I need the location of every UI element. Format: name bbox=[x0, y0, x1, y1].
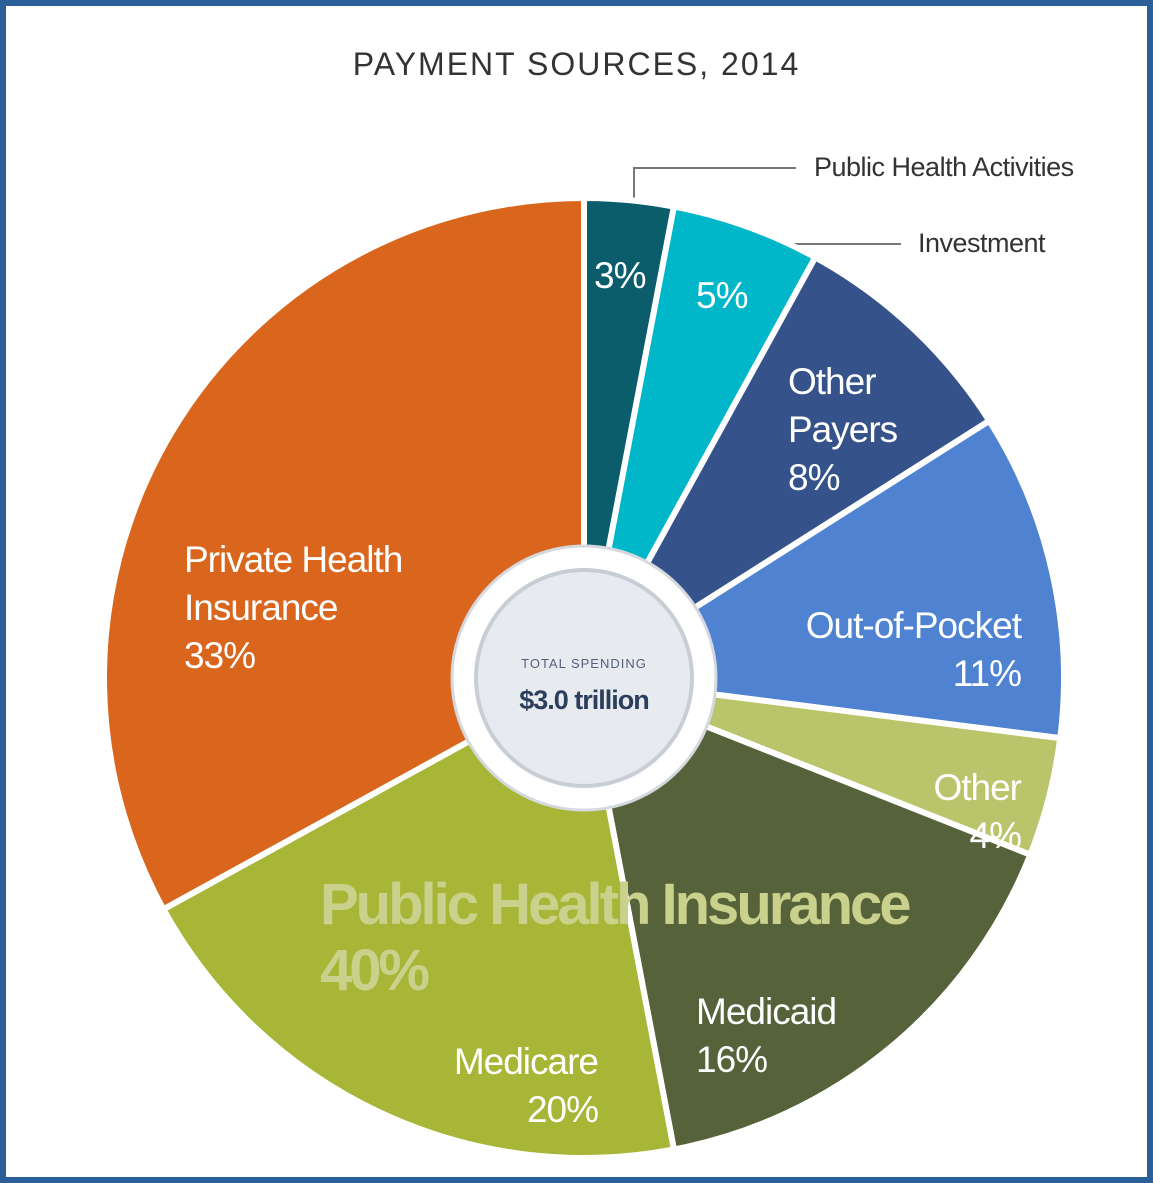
pie-slice bbox=[581, 253, 994, 681]
slice-value: 16% bbox=[696, 1039, 768, 1080]
slice-value: 4% bbox=[969, 815, 1022, 856]
callout-label: Public Health Activities bbox=[814, 152, 1074, 182]
center-disc bbox=[474, 568, 694, 788]
slice-label: Other Payers 8% bbox=[788, 358, 928, 502]
group-annotation: 40% bbox=[320, 938, 430, 1003]
slice-name: Private Health Insurance bbox=[184, 539, 403, 628]
slice-name: Out-of-Pocket bbox=[805, 605, 1022, 646]
chart-title: PAYMENT SOURCES, 2014 bbox=[352, 46, 801, 82]
pie-canvas: TOTAL SPENDING $3.0 trillion bbox=[101, 167, 1067, 1161]
slice-value: 20% bbox=[526, 1089, 599, 1130]
slice-label: Medicare 20% bbox=[378, 1038, 599, 1134]
slice-label: Other 4% bbox=[821, 764, 1022, 860]
slice-name: Medicaid bbox=[696, 991, 837, 1032]
slice-label: 3% bbox=[594, 252, 646, 300]
slice-name: Other Payers bbox=[788, 361, 898, 450]
center-title: TOTAL SPENDING bbox=[521, 656, 647, 671]
callout-label: Investment bbox=[918, 228, 1046, 258]
slice-name: Medicare bbox=[453, 1041, 599, 1082]
slice-label: Out-of-Pocket 11% bbox=[721, 602, 1022, 698]
slice-value: 3% bbox=[594, 255, 646, 296]
slice-label: Private Health Insurance 33% bbox=[184, 536, 474, 680]
slice-value: 5% bbox=[696, 275, 748, 316]
slice-label: 5% bbox=[696, 272, 748, 320]
slice-value: 11% bbox=[952, 653, 1022, 694]
pie-slice bbox=[580, 673, 1035, 1154]
center-value: $3.0 trillion bbox=[519, 685, 649, 715]
slice-label: Medicaid 16% bbox=[696, 988, 916, 1084]
slice-value: 8% bbox=[788, 457, 840, 498]
slice-value: 33% bbox=[184, 635, 256, 676]
slice-name: Other bbox=[933, 767, 1022, 808]
group-annotation: Public Health Insurance bbox=[320, 872, 912, 937]
